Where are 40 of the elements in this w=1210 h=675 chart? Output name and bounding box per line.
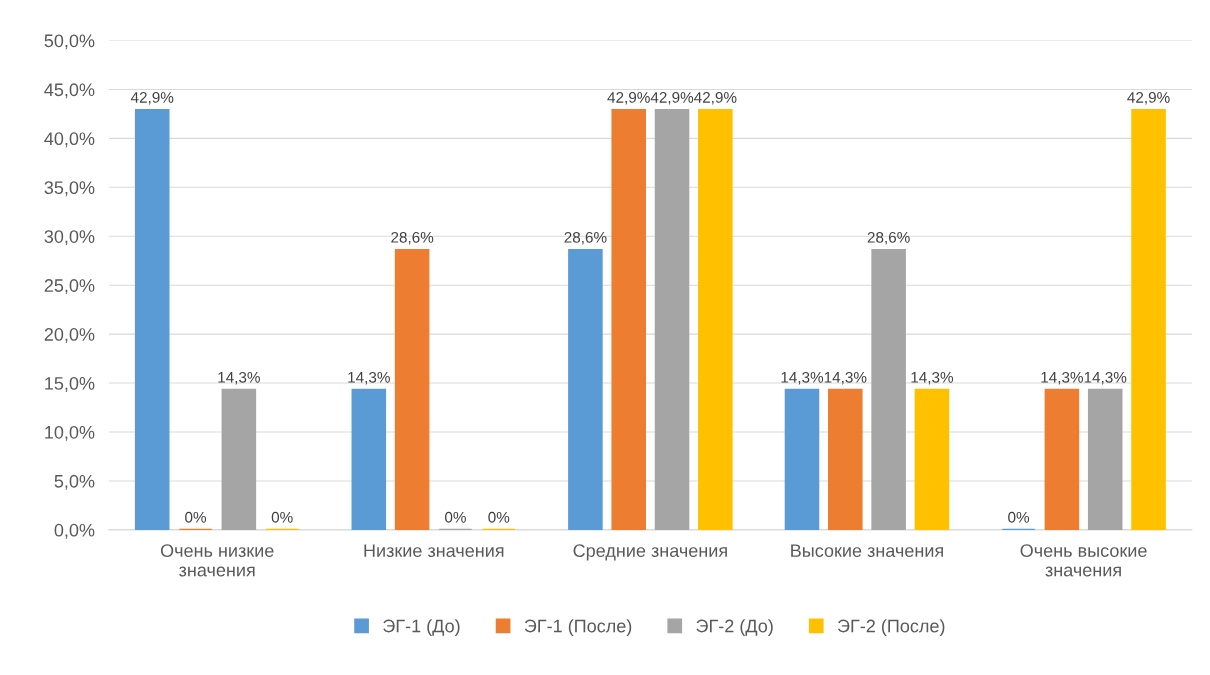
y-tick-label: 35,0% xyxy=(44,181,95,197)
x-tick-label: Средние значения xyxy=(573,544,727,561)
data-label: 14,3% xyxy=(824,371,867,385)
data-label: 14,3% xyxy=(348,371,390,385)
data-label: 28,6% xyxy=(391,231,434,245)
data-label: 28,6% xyxy=(867,231,910,245)
data-label: 14,3% xyxy=(911,371,954,385)
y-tick-label: 50,0% xyxy=(44,34,95,50)
y-tick-label: 40,0% xyxy=(44,132,95,148)
data-label: 0% xyxy=(488,511,510,523)
legend-label: ЭГ-1 (До) xyxy=(383,619,460,636)
legend-label: ЭГ-2 (После) xyxy=(837,619,945,636)
x-tick-label: Очень высокие значения xyxy=(1020,544,1147,577)
y-tick-label: 15,0% xyxy=(45,377,95,392)
x-tick-label: Низкие значения xyxy=(364,544,504,558)
data-label: 42,9% xyxy=(607,91,650,105)
data-label: 0% xyxy=(445,511,466,523)
legend-label: ЭГ-2 (До) xyxy=(696,619,773,636)
data-label: 14,3% xyxy=(1084,371,1127,385)
data-label: 0% xyxy=(185,511,207,523)
y-tick-label: 45,0% xyxy=(44,83,95,99)
data-label: 0% xyxy=(1008,511,1030,523)
data-label: 42,9% xyxy=(1127,91,1170,105)
x-tick-label: Очень низкие значения xyxy=(160,544,274,577)
y-tick-label: 10,0% xyxy=(45,425,95,441)
data-label: 28,6% xyxy=(564,231,607,245)
y-tick-label: 20,0% xyxy=(44,328,95,343)
legend-label: ЭГ-1 (После) xyxy=(524,619,632,636)
data-label: 42,9% xyxy=(694,91,737,105)
data-label: 14,3% xyxy=(1041,371,1084,385)
data-label: 0% xyxy=(271,511,293,523)
y-tick-label: 25,0% xyxy=(44,279,95,295)
data-label: 14,3% xyxy=(781,371,824,385)
y-tick-label: 5,0% xyxy=(54,474,95,490)
x-tick-label: Высокие значения xyxy=(791,544,943,558)
data-label: 42,9% xyxy=(130,91,174,105)
y-tick-label: 0,0% xyxy=(54,523,95,539)
y-tick-label: 30,0% xyxy=(44,230,95,246)
data-label: 14,3% xyxy=(218,371,260,385)
data-label: 42,9% xyxy=(650,91,694,105)
